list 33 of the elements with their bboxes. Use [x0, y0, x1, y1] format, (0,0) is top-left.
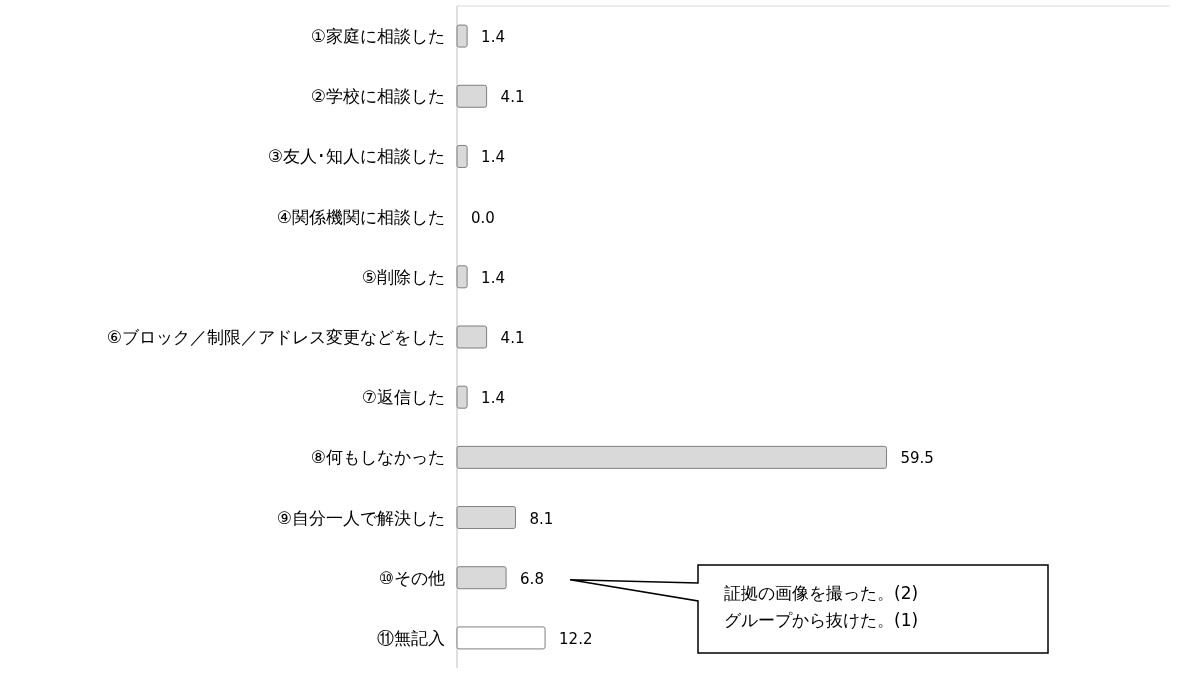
data-label: 8.1 — [529, 509, 554, 528]
bar — [456, 84, 488, 108]
y-tick-label: ②学校に相談した — [310, 86, 445, 107]
bar — [456, 445, 888, 469]
data-label: 59.5 — [900, 449, 934, 468]
data-label: 0.0 — [471, 208, 495, 227]
data-label: 4.1 — [500, 88, 525, 107]
bar — [456, 24, 468, 48]
y-tick-label: ⑦返信した — [361, 387, 445, 408]
bar — [456, 626, 546, 650]
data-label: 1.4 — [481, 28, 505, 47]
y-tick-label: ⑥ブロック／制限／アドレス変更などをした — [106, 327, 445, 347]
data-label: 4.1 — [500, 329, 525, 347]
y-tick-label: ③友人･知人に相談した — [267, 146, 445, 167]
data-label: 1.4 — [481, 389, 505, 408]
y-tick-label: ⑪無記入 — [377, 627, 445, 648]
data-label: 6.8 — [520, 569, 544, 588]
y-tick-label: ①家庭に相談した — [310, 26, 445, 47]
y-tick-label: ⑨自分一人で解決した — [276, 507, 445, 528]
bar — [456, 506, 516, 530]
y-tick-label: ④関係機関に相談した — [276, 206, 445, 227]
data-label: 1.4 — [481, 268, 505, 287]
bar — [456, 144, 468, 168]
data-label: 1.4 — [481, 148, 505, 167]
bar — [456, 566, 507, 590]
y-tick-label: ⑤削除した — [361, 266, 445, 287]
y-tick-label: ⑧何もしなかった — [310, 447, 445, 468]
annotation: 証拠の画像を撮った。(2) グループから抜けた。(1) — [724, 583, 919, 630]
data-label: 12.2 — [559, 629, 593, 648]
bar — [456, 265, 468, 289]
bar — [456, 325, 488, 349]
y-tick-label: ⑩その他 — [378, 567, 445, 588]
bar — [456, 385, 468, 409]
